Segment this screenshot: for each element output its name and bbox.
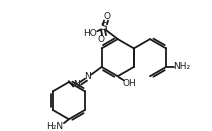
Text: OH: OH [123,79,136,88]
Text: HO: HO [84,29,97,38]
Text: S: S [101,22,107,32]
Text: NH₂: NH₂ [173,62,190,71]
Text: O: O [103,12,110,21]
Text: N: N [85,72,91,81]
Text: O: O [98,35,105,44]
Text: N: N [73,80,80,89]
Text: H₂N: H₂N [47,122,64,131]
